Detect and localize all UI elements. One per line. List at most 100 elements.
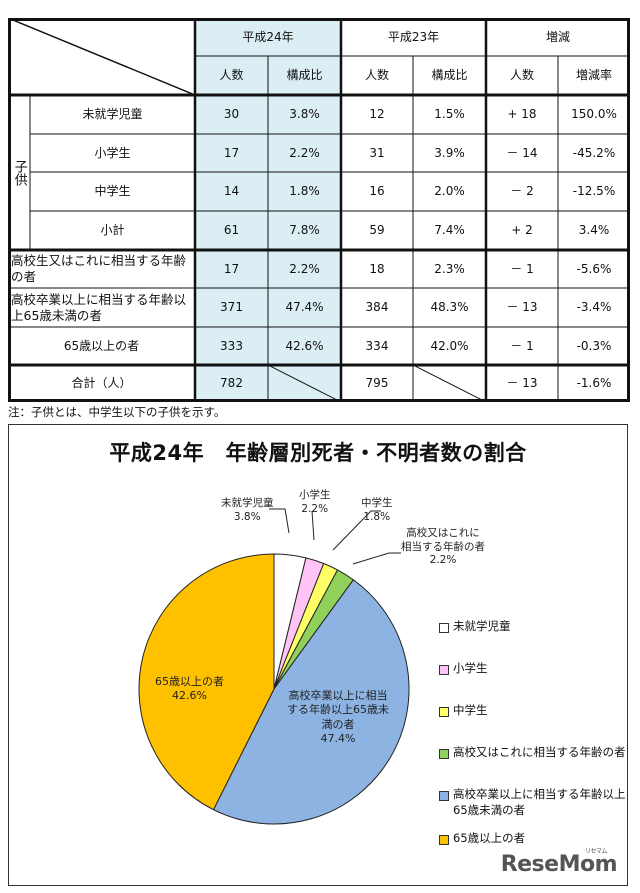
row-label: 中学生 [94, 184, 131, 198]
cell-diff-rate: -5.6% [576, 261, 612, 276]
label-value: 47.4% [320, 731, 356, 745]
leader-lines [269, 508, 401, 565]
cell-h24-count: 61 [223, 223, 240, 237]
cell-h24-ratio: 47.4% [285, 300, 324, 314]
cell-h23-ratio: 7.4% [434, 223, 465, 237]
cell-diff-count: － 1 [510, 338, 534, 353]
label-value: 2.2% [429, 554, 457, 567]
cell-h23-ratio: 2.3% [434, 261, 465, 276]
statistics-table: 平成24年 平成23年 増減 人数 構成比 人数 構成比 人数 増減率 子供 未… [8, 18, 630, 402]
group-label-text: 子供 [11, 159, 27, 186]
subheader-diff-rate: 増減率 [575, 68, 612, 82]
cell-diff-rate: -45.2% [572, 145, 616, 160]
cell-h23-count: 334 [365, 338, 389, 353]
cell-diff-count: － 14 [506, 145, 538, 160]
logo-text: ReseMom [500, 852, 618, 877]
legend-swatch-pink [439, 665, 449, 675]
label-name: 高校卒業以上に相当 [288, 689, 388, 702]
cell-h23-count: 795 [365, 376, 389, 390]
row-label: 高校卒業以上に相当する年齢以上65歳未満の者 [11, 291, 187, 323]
cell-h24-count: 14 [223, 184, 240, 198]
legend-swatch-green [439, 749, 449, 759]
data-label-highschool: 高校又はこれに 相当する年齢の者 2.2% [401, 527, 485, 568]
cell-diff-count: － 13 [506, 376, 538, 390]
group-label-children: 子供 [8, 95, 30, 250]
cell-h24-ratio: 2.2% [289, 261, 320, 276]
legend-item: 高校卒業以上に相当する年齢以上 65歳未満の者 [439, 787, 626, 818]
legend-item: 65歳以上の者 [439, 831, 525, 847]
data-label-elementary: 小学生 2.2% [299, 489, 331, 516]
data-label-kindergarten: 未就学児童 3.8% [221, 497, 274, 524]
cell-h23-count: 16 [369, 184, 385, 198]
row-label: 高校生又はこれに相当する年齢の者 [11, 253, 187, 284]
cell-h23-ratio: 42.0% [430, 338, 469, 353]
pie-chart [138, 508, 410, 825]
legend-swatch-white [439, 623, 449, 633]
legend-label: 高校又はこれに相当する年齢の者 [453, 745, 626, 759]
legend-label: 高校卒業以上に相当する年齢以上 65歳未満の者 [453, 787, 626, 818]
cell-h24-ratio: 1.8% [289, 184, 320, 198]
legend-item: 高校又はこれに相当する年齢の者 [439, 745, 626, 761]
cell-h23-ratio: 1.5% [434, 107, 465, 121]
subheader-h23-count: 人数 [364, 68, 389, 82]
cell-h24-ratio: 2.2% [289, 145, 320, 160]
table-grid [8, 18, 630, 402]
resemom-logo: リセマム ReseMom [500, 848, 618, 877]
cell-diff-count: + 2 [511, 223, 533, 237]
row-label: 65歳以上の者 [63, 338, 140, 353]
cell-h23-count: 12 [369, 107, 385, 121]
label-value: 2.2% [301, 502, 329, 515]
cell-h24-count: 17 [223, 261, 240, 276]
label-name: 中学生 [361, 497, 393, 509]
label-name-2: する年齢以上65歳未 [287, 703, 389, 717]
pie-slice [212, 579, 410, 825]
cell-diff-count: － 1 [510, 261, 534, 276]
cell-h24-count: 17 [223, 145, 240, 160]
cell-h24-ratio: 7.8% [289, 223, 320, 237]
cell-h24-count: 30 [223, 107, 240, 121]
cell-h23-ratio: 3.9% [434, 145, 465, 160]
cell-diff-count: － 13 [506, 300, 538, 314]
cell-diff-rate: 3.4% [578, 223, 610, 237]
empty-cell-diagonal [268, 365, 341, 402]
cell-diff-rate: -0.3% [576, 338, 612, 353]
cell-diff-rate: -1.6% [576, 376, 612, 390]
legend-label: 中学生 [453, 703, 488, 717]
legend-label: 未就学児童 [453, 619, 511, 633]
subheader-h24-count: 人数 [219, 68, 244, 82]
label-name: 小学生 [299, 489, 331, 501]
cell-diff-count: － 2 [510, 184, 534, 198]
label-name-2: 相当する年齢の者 [401, 540, 485, 553]
legend-label-line1: 高校卒業以上に相当する年齢以上 [453, 787, 626, 801]
header-h23: 平成23年 [387, 29, 440, 44]
label-name: 高校又はこれに [406, 527, 480, 539]
legend-swatch-yellow [439, 707, 449, 717]
cell-h23-count: 59 [369, 223, 385, 237]
legend-label: 65歳以上の者 [453, 831, 526, 845]
cell-diff-rate: -3.4% [576, 300, 612, 314]
cell-h23-count: 384 [365, 300, 389, 314]
row-label: 小学生 [94, 145, 131, 160]
cell-diff-count: + 18 [507, 107, 537, 121]
cell-h24-ratio: 3.8% [289, 107, 320, 121]
label-name: 65歳以上の者 [155, 675, 224, 688]
cell-h24-count: 371 [220, 300, 243, 314]
label-value: 3.8% [233, 510, 261, 523]
header-diff: 増減 [545, 29, 570, 44]
empty-cell-diagonal [413, 365, 486, 402]
legend-item: 小学生 [439, 661, 488, 677]
subheader-h24-ratio: 構成比 [286, 68, 323, 82]
cell-h24-count: 333 [220, 338, 243, 353]
data-label-adult: 高校卒業以上に相当 する年齢以上65歳未 満の者 47.4% [287, 689, 389, 746]
label-value: 42.6% [172, 689, 207, 703]
legend-label: 小学生 [453, 661, 488, 675]
legend-swatch-blue [439, 791, 449, 801]
row-label: 小計 [100, 223, 125, 237]
legend-item: 中学生 [439, 703, 488, 719]
label-value: 1.8% [363, 510, 391, 523]
cell-h24-ratio: 42.6% [285, 338, 324, 353]
pie-chart-panel: 平成24年 年齢層別死者・不明者数の割合 未就学児童 3.8% 小学生 2.2%… [8, 424, 628, 886]
legend-item: 未就学児童 [439, 619, 511, 635]
cell-h24-count: 782 [220, 376, 243, 390]
cell-diff-rate: -12.5% [572, 184, 616, 198]
